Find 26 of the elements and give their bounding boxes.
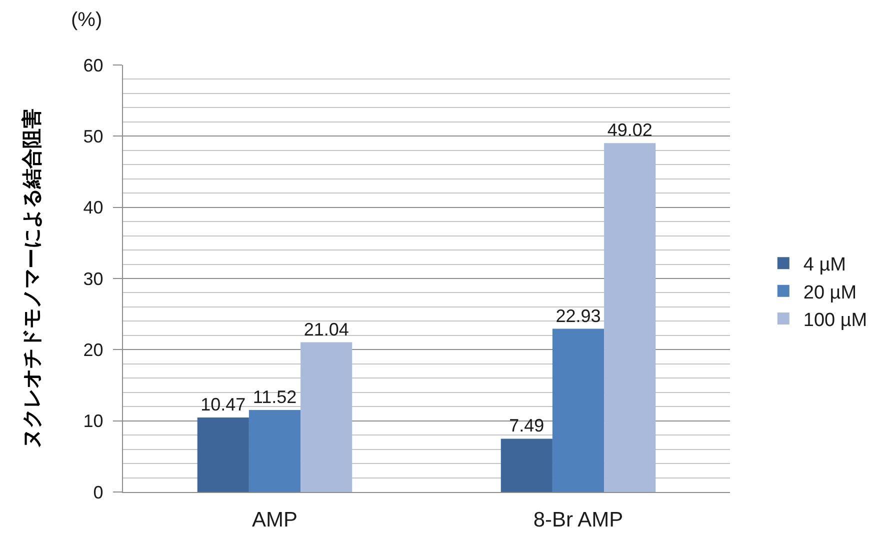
legend-label: 100 µM	[803, 310, 868, 331]
y-tick-label: 20	[83, 340, 104, 360]
y-tick-label: 60	[83, 55, 104, 76]
bar	[300, 342, 352, 492]
data-label: 22.93	[556, 306, 601, 326]
bar	[604, 143, 656, 492]
data-label: 11.52	[252, 387, 297, 408]
bar	[552, 328, 604, 492]
y-tick-label: 0	[93, 482, 104, 502]
y-tick-label: 30	[83, 268, 104, 289]
data-label: 49.02	[607, 120, 652, 140]
data-label: 21.04	[304, 319, 349, 340]
bar	[500, 438, 552, 492]
y-tick-label: 10	[83, 411, 104, 432]
bar	[197, 417, 249, 492]
y-axis-title: ヌクレオチドモノマーによる結合阻害	[20, 108, 44, 448]
data-label: 7.49	[509, 416, 544, 436]
legend-label: 4 µM	[803, 254, 846, 276]
bar	[248, 410, 301, 492]
x-tick-label: 8-Br AMP	[533, 508, 624, 532]
x-tick-label: AMP	[252, 508, 298, 532]
data-label: 10.47	[200, 394, 246, 414]
legend-label: 20 µM	[803, 282, 857, 304]
y-tick-label: 50	[83, 126, 104, 146]
y-tick-label: 40	[83, 198, 104, 218]
text: (%)	[71, 9, 102, 31]
